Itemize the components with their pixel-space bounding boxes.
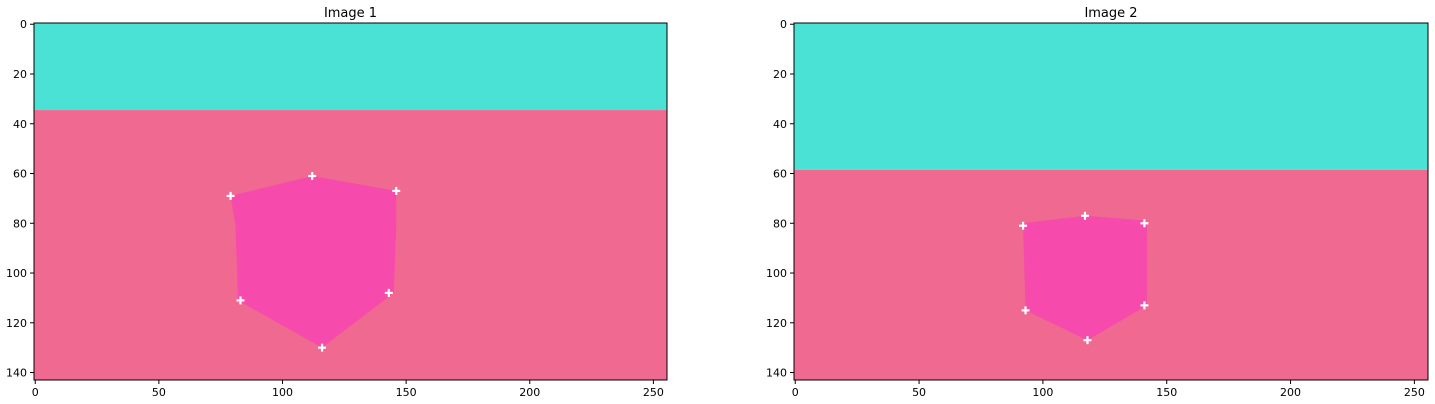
x-tick-label: 150	[1156, 386, 1177, 399]
keypoint-marker	[1140, 301, 1149, 310]
y-tick-label: 140	[766, 367, 787, 380]
image-content	[794, 23, 1428, 380]
y-tick-label: 120	[766, 317, 787, 330]
keypoint-marker	[226, 191, 235, 200]
axes-frame	[793, 22, 1429, 381]
keypoint-marker	[308, 172, 317, 180]
x-tick-label: 50	[152, 386, 166, 399]
object-region	[1023, 215, 1147, 341]
x-tick-label: 200	[1280, 386, 1301, 399]
keypoint-marker	[1140, 219, 1149, 228]
chart-title: Image 2	[1084, 6, 1137, 21]
y-tick-label: 20	[13, 68, 27, 81]
keypoint-marker	[384, 288, 393, 297]
y-tick-label: 100	[766, 267, 787, 280]
keypoint-marker	[1019, 221, 1028, 230]
image-panel-1: 0 50 100 150 200 250 0 20 40 60 80 100 120 140 Image 1	[6, 6, 668, 399]
y-tick-label: 60	[773, 168, 787, 181]
x-tick-label: 150	[396, 386, 417, 399]
y-tick-label: 0	[780, 18, 787, 31]
x-tick-label: 0	[32, 386, 39, 399]
sky-region	[34, 23, 667, 111]
x-tick-label: 100	[272, 386, 293, 399]
y-tick-label: 140	[6, 367, 27, 380]
y-tick-label: 100	[6, 267, 27, 280]
chart-title: Image 1	[324, 6, 377, 21]
y-tick-label: 80	[13, 217, 27, 230]
y-tick-label: 60	[13, 168, 27, 181]
y-tick-label: 40	[13, 118, 27, 131]
sky-region	[794, 23, 1428, 170]
x-tick-label: 100	[1032, 386, 1053, 399]
image-content	[34, 23, 667, 380]
x-tick-label: 200	[519, 386, 540, 399]
keypoint-marker	[318, 343, 327, 352]
keypoint-marker	[1083, 336, 1092, 345]
keypoint-marker	[1080, 211, 1089, 220]
axes-frame	[33, 22, 668, 381]
object-region	[230, 176, 397, 348]
image-panel-2: 0 50 100 150 200 250 0 20 40 60 80 100 120 140 Image 2	[766, 6, 1429, 399]
x-tick-label: 250	[643, 386, 664, 399]
keypoint-marker	[392, 186, 401, 195]
y-tick-label: 80	[773, 217, 787, 230]
keypoint-marker	[236, 296, 245, 305]
y-tick-label: 0	[20, 18, 27, 31]
keypoint-marker	[1021, 306, 1030, 315]
x-tick-label: 50	[912, 386, 926, 399]
x-tick-label: 250	[1404, 386, 1425, 399]
y-tick-label: 40	[773, 118, 787, 131]
y-tick-label: 20	[773, 68, 787, 81]
x-tick-label: 0	[792, 386, 799, 399]
y-tick-label: 120	[6, 317, 27, 330]
